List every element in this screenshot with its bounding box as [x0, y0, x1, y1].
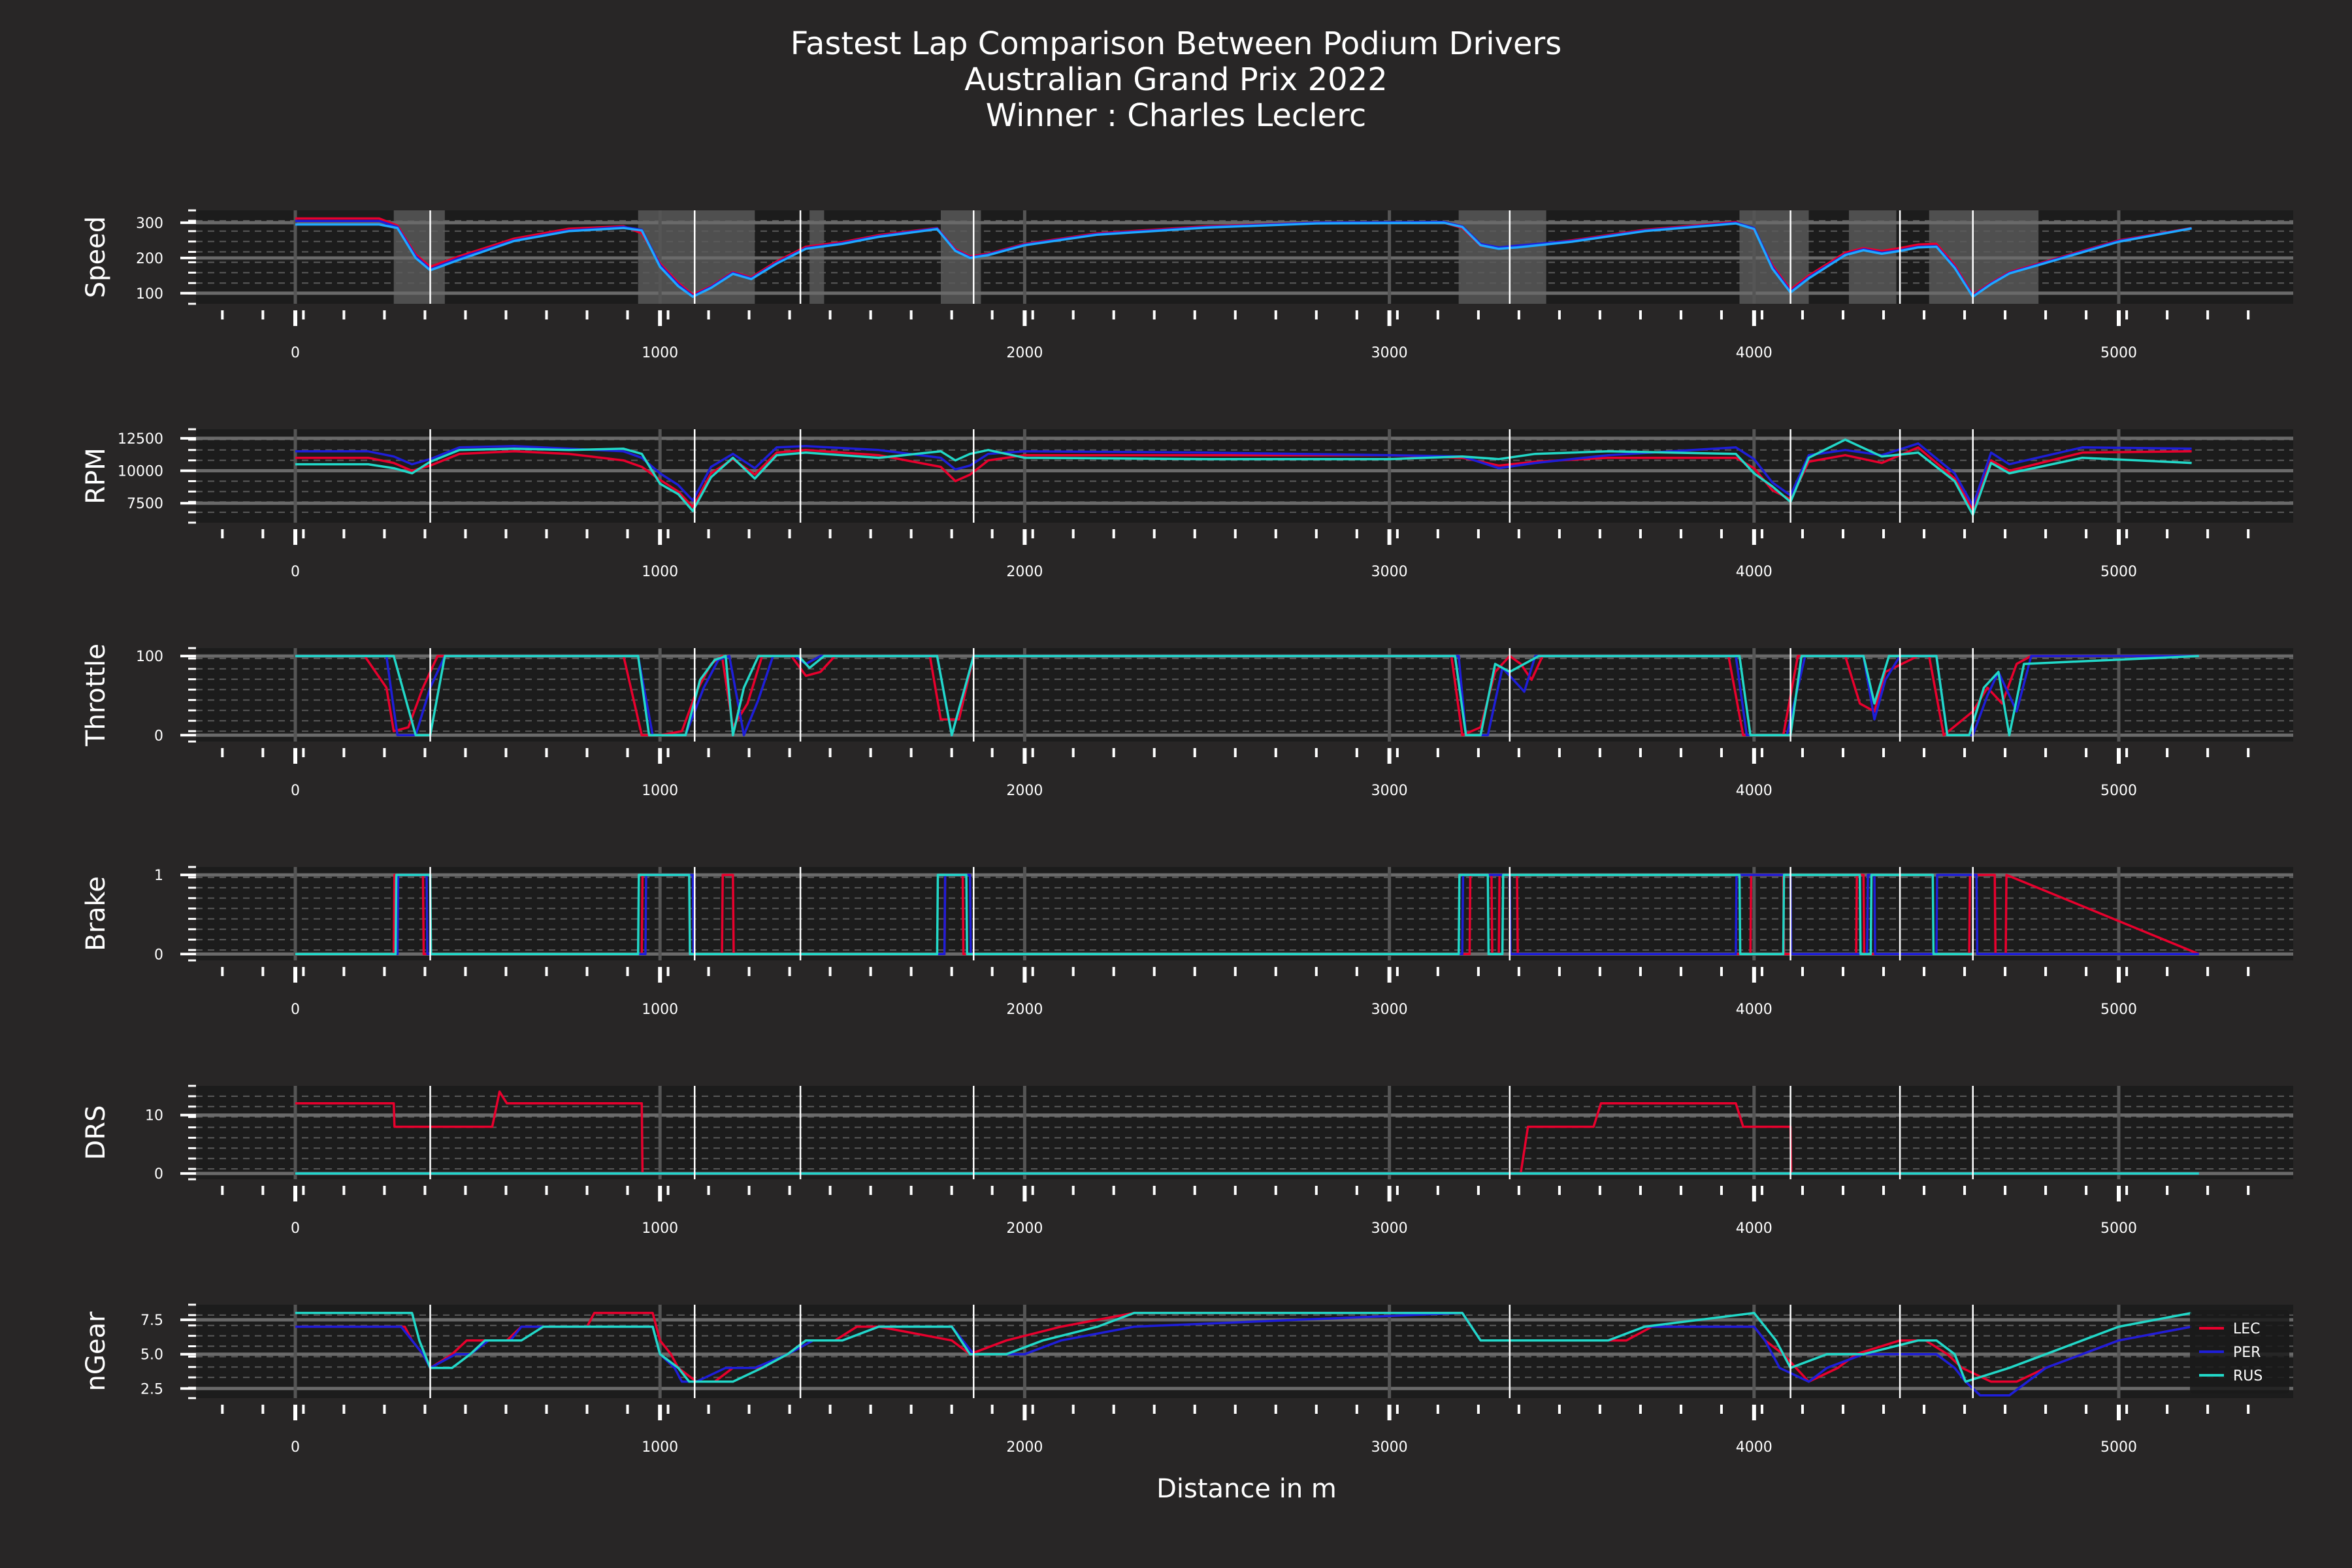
x-axis-title: Distance in m [1156, 1474, 1337, 1504]
panel-speed: 100 200 300 Speed 0 1000 2000 3000 4000 5000 [81, 209, 2293, 361]
x-tick-label: 1000 [642, 783, 678, 799]
x-tick-label: 5000 [2100, 783, 2137, 799]
x-tick-label: 4000 [1736, 1439, 1772, 1456]
y-tick-label: 10 [145, 1108, 163, 1124]
legend: LEC PER RUS [2190, 1310, 2289, 1394]
panel-drs: 0 10 DRS 0 1000 2000 3000 4000 5000 [81, 1085, 2293, 1237]
y-axis-title: nGear [81, 1311, 111, 1391]
x-tick-label: 1000 [642, 1002, 678, 1018]
x-tick-label: 0 [291, 1439, 300, 1456]
x-tick-label: 3000 [1371, 345, 1408, 361]
x-tick-label: 0 [291, 1002, 300, 1018]
x-tick-label: 0 [291, 1220, 300, 1237]
x-tick-label: 1000 [642, 1220, 678, 1237]
x-tick-label: 5000 [2100, 1002, 2137, 1018]
y-tick-label: 1 [154, 868, 163, 884]
y-tick-label: 0 [154, 947, 163, 963]
x-tick-label: 3000 [1371, 564, 1408, 580]
x-tick-label: 0 [291, 345, 300, 361]
x-tick-label: 0 [291, 564, 300, 580]
x-tick-label: 3000 [1371, 1002, 1408, 1018]
y-tick-label: 10000 [118, 464, 163, 480]
x-tick-label: 4000 [1736, 564, 1772, 580]
series-line-rus [295, 655, 2199, 737]
panel-ngear: 2.5 5.0 7.5 nGear 0 1000 2000 3000 4000 5000 [81, 1303, 2293, 1456]
x-tick-label: 4000 [1736, 783, 1772, 799]
y-tick-label: 0 [154, 1166, 163, 1183]
title-line-1: Fastest Lap Comparison Between Podium Dr… [791, 25, 1561, 62]
y-tick-label: 0 [154, 728, 163, 744]
x-tick-label: 3000 [1371, 783, 1408, 799]
legend-box [2190, 1310, 2289, 1394]
x-tick-label: 4000 [1736, 1002, 1772, 1018]
x-tick-label: 0 [291, 783, 300, 799]
x-tick-label: 1000 [642, 345, 678, 361]
plot-area [196, 429, 2293, 523]
y-tick-label: 100 [136, 286, 163, 302]
plot-area [196, 867, 2293, 960]
x-tick-label: 5000 [2100, 1220, 2137, 1237]
x-tick-label: 2000 [1006, 1002, 1043, 1018]
x-tick-label: 1000 [642, 1439, 678, 1456]
x-tick-label: 2000 [1006, 783, 1043, 799]
x-tick-label: 1000 [642, 564, 678, 580]
series-line-lec [295, 446, 2192, 511]
y-tick-label: 5.0 [140, 1347, 163, 1364]
legend-label-per: PER [2233, 1345, 2261, 1361]
x-tick-label: 2000 [1006, 1439, 1043, 1456]
y-axis-title: Throttle [81, 644, 111, 747]
title-line-3: Winner : Charles Leclerc [986, 97, 1367, 134]
plot-area [196, 648, 2293, 742]
series-line-rus [295, 1311, 2192, 1383]
y-tick-label: 200 [136, 251, 163, 267]
series-line-rus [295, 438, 2192, 516]
y-axis-title: RPM [81, 448, 111, 504]
x-tick-label: 2000 [1006, 1220, 1043, 1237]
legend-label-lec: LEC [2233, 1321, 2261, 1337]
chart-title: Fastest Lap Comparison Between Podium Dr… [791, 25, 1561, 134]
x-tick-label: 4000 [1736, 345, 1772, 361]
panel-rpm: 7500 10000 12500 RPM 0 1000 2000 3000 4000 5000 [81, 428, 2293, 580]
legend-label-rus: RUS [2233, 1368, 2262, 1384]
series-line-rus [295, 221, 2192, 298]
x-tick-label: 5000 [2100, 345, 2137, 361]
x-tick-label: 5000 [2100, 1439, 2137, 1456]
panel-throttle: 0 100 Throttle 0 1000 2000 3000 4000 5000 [81, 644, 2293, 799]
x-tick-label: 3000 [1371, 1439, 1408, 1456]
series-line-rus [295, 874, 1973, 956]
y-tick-label: 2.5 [140, 1381, 163, 1397]
y-axis-title: Speed [81, 216, 111, 298]
panel-brake: 0 1 Brake 0 1000 2000 3000 4000 5000 [81, 866, 2293, 1018]
x-tick-label: 2000 [1006, 345, 1043, 361]
x-tick-label: 2000 [1006, 564, 1043, 580]
y-axis-title: DRS [81, 1105, 111, 1160]
y-axis-title: Brake [81, 876, 111, 951]
y-tick-label: 300 [136, 216, 163, 232]
y-tick-label: 100 [136, 649, 163, 665]
y-tick-label: 7.5 [140, 1313, 163, 1329]
x-tick-label: 3000 [1371, 1220, 1408, 1237]
title-line-2: Australian Grand Prix 2022 [964, 61, 1387, 98]
y-tick-label: 7500 [127, 496, 163, 512]
x-tick-label: 4000 [1736, 1220, 1772, 1237]
plot-area [196, 1086, 2293, 1179]
y-tick-label: 12500 [118, 431, 163, 448]
x-tick-label: 5000 [2100, 564, 2137, 580]
